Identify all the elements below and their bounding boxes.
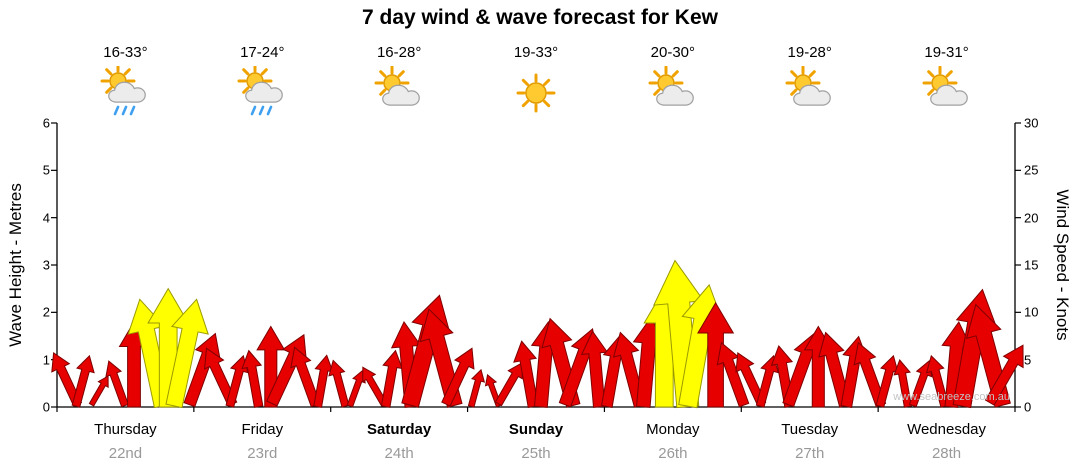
right-axis-tick: 10: [1024, 304, 1039, 320]
wind-arrow: [87, 373, 113, 407]
left-axis-tick: 6: [42, 115, 50, 131]
day-name-label: Sunday: [508, 421, 564, 438]
day-date-label: 26th: [658, 445, 688, 462]
right-axis-tick: 0: [1024, 399, 1032, 415]
left-axis-tick: 3: [42, 257, 50, 273]
day-temp-range: 16-28°: [376, 44, 422, 61]
wind-arrow: [344, 368, 369, 408]
day-temp-range: 20-30°: [650, 44, 696, 61]
sun-cloud-glyph: [648, 65, 694, 106]
sun-cloud-rain-icon: [98, 63, 152, 120]
wind-arrow: [752, 354, 783, 409]
wind-arrow: [892, 359, 916, 408]
day-temp-range: 19-33°: [513, 44, 559, 61]
wind-arrow: [511, 339, 545, 408]
sun-cloud-icon: [920, 65, 974, 120]
sun-icon: [509, 66, 563, 120]
sun-cloud-icon: [372, 65, 426, 120]
wind-arrow: [67, 354, 98, 409]
left-axis-tick: 1: [42, 352, 50, 368]
wind-arrow: [437, 344, 482, 409]
day-date-label: 28th: [931, 445, 962, 462]
sun-cloud-rain-icon: [235, 63, 289, 120]
right-axis-tick: 20: [1024, 210, 1039, 226]
right-axis-tick: 25: [1024, 162, 1039, 178]
sun-glyph: [516, 73, 556, 113]
day-name-label: Saturday: [367, 421, 432, 438]
sun-cloud-glyph: [785, 65, 831, 106]
day-date-label: 25th: [521, 445, 551, 462]
wind-arrow: [465, 368, 487, 408]
wind-arrow: [101, 358, 132, 408]
left-axis-tick: 0: [42, 399, 50, 415]
day-name-label: Monday: [646, 421, 700, 438]
wind-arrow: [980, 340, 1033, 409]
wind-arrow: [698, 303, 733, 407]
day-name-label: Wednesday: [907, 421, 987, 438]
day-name-label: Friday: [241, 421, 284, 438]
day-temp-range: 19-31°: [924, 44, 969, 61]
right-axis-tick: 30: [1024, 115, 1039, 131]
left-axis-tick: 5: [42, 162, 50, 178]
page-title: 7 day wind & wave forecast for Kew: [362, 6, 718, 29]
day-date-label: 23rd: [247, 445, 278, 462]
day-temp-range: 16-33°: [103, 44, 148, 61]
day-temp-range: 19-28°: [787, 44, 832, 61]
sun-cloud-glyph: [922, 65, 968, 106]
sun-cloud-icon: [646, 65, 700, 120]
wind-arrow: [492, 359, 530, 408]
sun-cloud-icon: [783, 65, 837, 120]
day-name-label: Tuesday: [781, 421, 839, 438]
day-temp-range: 17-24°: [240, 44, 285, 61]
sun-cloud-rain-glyph: [237, 63, 284, 116]
left-axis-tick: 2: [42, 304, 50, 320]
watermark: www.seabreeze.com.au: [893, 391, 1010, 403]
left-axis-tick: 4: [42, 210, 50, 226]
wind-arrow: [325, 358, 353, 408]
day-date-label: 22nd: [108, 445, 143, 462]
right-axis-tick: 15: [1024, 257, 1039, 273]
day-date-label: 24th: [384, 445, 414, 462]
sun-cloud-glyph: [374, 65, 420, 106]
wind-arrow: [239, 349, 268, 408]
day-date-label: 27th: [795, 445, 825, 462]
sun-cloud-rain-glyph: [100, 63, 147, 116]
wind-arrow: [156, 295, 215, 409]
day-name-label: Thursday: [94, 421, 157, 438]
right-axis-tick: 5: [1024, 352, 1032, 368]
